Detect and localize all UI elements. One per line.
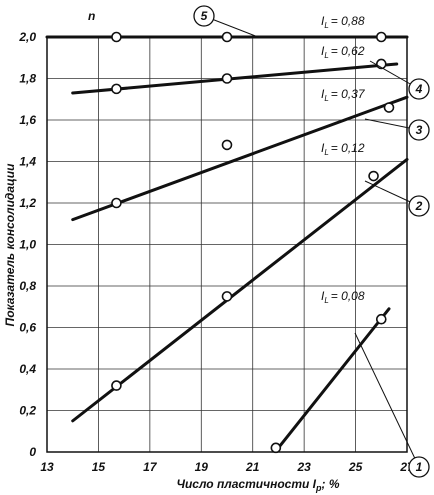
series-group: [45, 31, 409, 454]
series-label: IL = 0,88: [321, 14, 365, 30]
series-label-subscript: L: [324, 21, 328, 30]
callout-3: 3: [364, 118, 430, 141]
x-tick-label: 23: [296, 460, 311, 474]
series-label-value: = 0,88: [331, 14, 365, 28]
data-point: [221, 73, 233, 84]
series-label-symbol: I: [321, 141, 325, 155]
callout-circle: [408, 456, 430, 478]
y-axis-symbol: n: [88, 9, 95, 23]
y-tick-label: 1,4: [19, 155, 36, 169]
data-point: [368, 170, 379, 182]
y-tick-label: 1,8: [19, 72, 36, 86]
tick-labels: 13 15 17 19 21 23 25 2700,20,40,60,81,01,21,41,…: [18, 30, 415, 474]
y-tick-label: 1,6: [19, 113, 36, 127]
data-point: [221, 31, 233, 43]
series-label-value: = 0,37: [331, 87, 366, 101]
x-tick-label: 17: [143, 460, 158, 474]
data-point: [111, 197, 122, 209]
data-point: [111, 31, 122, 43]
x-axis-title-text: Число пластичности I: [176, 477, 316, 491]
x-axis-title-subscript: p: [315, 483, 322, 493]
data-point: [375, 31, 387, 43]
x-axis-title-unit: ; %: [322, 477, 340, 491]
series-label-subscript: L: [324, 94, 328, 103]
series-line: [71, 95, 409, 222]
y-tick-label: 0,4: [19, 362, 36, 376]
series-label-value: = 0,62: [331, 44, 365, 58]
series-label-value: = 0,12: [331, 141, 365, 155]
callout-number: 1: [416, 460, 423, 474]
y-tick-label: 0,6: [19, 321, 36, 335]
x-tick-label: 21: [245, 460, 260, 474]
series-5: [45, 31, 409, 43]
y-axis-title: Показатель консолидации: [3, 163, 17, 327]
data-point: [221, 139, 233, 151]
callout-number: 4: [415, 82, 423, 96]
callout-leader: [354, 332, 420, 468]
data-point: [221, 291, 233, 302]
series-label: IL = 0,62: [321, 44, 365, 60]
y-tick-label: 0: [29, 445, 36, 459]
callout-circle: [408, 119, 430, 141]
data-point: [111, 380, 122, 391]
callout-number: 2: [415, 199, 423, 213]
series-label: IL = 0,37: [321, 87, 366, 103]
callout-circle: [408, 195, 430, 217]
y-tick-label: 1,2: [19, 196, 36, 210]
series-label: IL = 0,12: [321, 141, 365, 157]
series-1: [270, 307, 391, 454]
series-4: [71, 58, 399, 95]
callout-circle: [408, 78, 430, 100]
y-tick-label: 0,2: [19, 404, 36, 418]
callout-number: 3: [416, 123, 423, 137]
y-tick-label: 0,8: [19, 279, 36, 293]
callout-1: 1: [354, 332, 430, 478]
series-3: [71, 95, 409, 222]
series-line: [71, 62, 399, 95]
series-label-value: = 0,08: [331, 289, 365, 303]
series-line: [71, 157, 409, 423]
series-label-subscript: L: [324, 148, 328, 157]
data-point: [383, 102, 395, 113]
callout-4: 4: [369, 60, 430, 100]
x-tick-label: 25: [348, 460, 363, 474]
series-label-symbol: I: [321, 14, 325, 28]
callout-number: 5: [201, 9, 208, 23]
series-label-subscript: L: [324, 296, 328, 305]
data-point: [111, 83, 122, 95]
x-axis-title: Число пластичности Ip; %: [176, 477, 339, 493]
y-tick-label: 2,0: [18, 30, 36, 44]
data-point: [375, 313, 387, 325]
series-label: IL = 0,08: [321, 289, 365, 305]
series-label-symbol: I: [321, 44, 325, 58]
series-2: [71, 157, 409, 423]
series-label-symbol: I: [321, 87, 325, 101]
series-label-symbol: I: [321, 289, 325, 303]
x-tick-label: 19: [195, 460, 209, 474]
callout-2: 2: [364, 180, 430, 217]
callout-circle: [193, 5, 215, 27]
series-label-subscript: L: [324, 51, 328, 60]
x-tick-label: 13: [40, 460, 54, 474]
y-tick-label: 1,0: [19, 238, 36, 252]
callout-5: 5: [193, 5, 259, 38]
series-line: [276, 307, 391, 450]
x-tick-label: 15: [92, 460, 106, 474]
data-point: [270, 442, 282, 454]
